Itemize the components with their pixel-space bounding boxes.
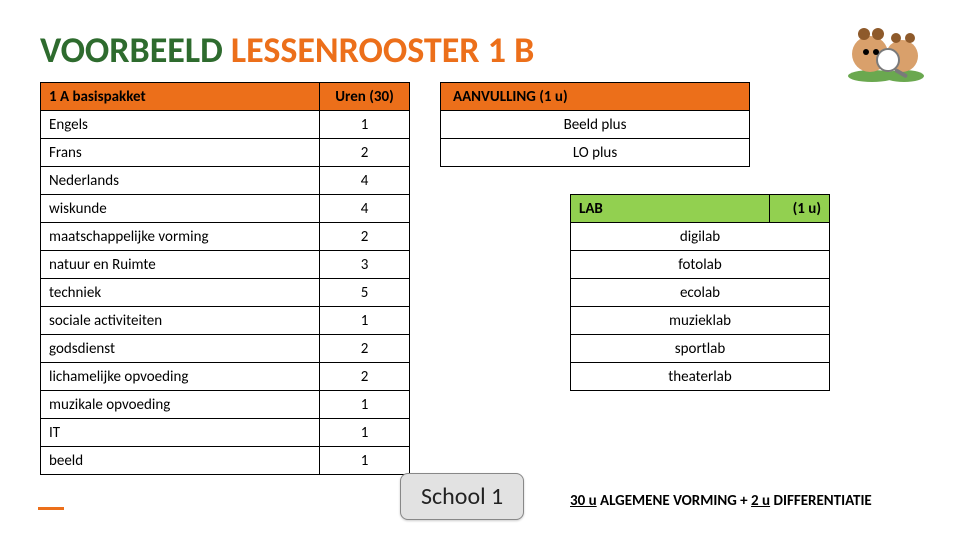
- table-row: theaterlab: [571, 363, 830, 391]
- table-row: Engels1: [41, 111, 410, 139]
- table-row: beeld1: [41, 447, 410, 475]
- cell-hours: 2: [320, 363, 410, 391]
- cell-subject: techniek: [41, 279, 320, 307]
- col-hours-header: Uren (30): [320, 83, 410, 111]
- cell-subject: Frans: [41, 139, 320, 167]
- cell-hours: 2: [320, 335, 410, 363]
- table-row: fotolab: [571, 251, 830, 279]
- page-title: VOORBEELD LESSENROOSTER 1 B: [40, 28, 534, 72]
- cell-lab: fotolab: [571, 251, 830, 279]
- cell-subject: wiskunde: [41, 195, 320, 223]
- cell-lab: sportlab: [571, 335, 830, 363]
- cell-hours: 5: [320, 279, 410, 307]
- title-word-1: VOORBEELD: [40, 28, 231, 72]
- table-row: wiskunde4: [41, 195, 410, 223]
- table-row: godsdienst2: [41, 335, 410, 363]
- aanvulling-table: AANVULLING (1 u) Beeld plus LO plus: [440, 82, 750, 167]
- cell-subject: lichamelijke opvoeding: [41, 363, 320, 391]
- cell-subject: muzikale opvoeding: [41, 391, 320, 419]
- cell-subject: beeld: [41, 447, 320, 475]
- cell-hours: 3: [320, 251, 410, 279]
- footer-hours-1: 30 u: [570, 492, 597, 510]
- table-row: Frans2: [41, 139, 410, 167]
- table-row: sportlab: [571, 335, 830, 363]
- cell-hours: 1: [320, 307, 410, 335]
- table-header-row: 1 A basispakket Uren (30): [41, 83, 410, 111]
- cell-lab: muzieklab: [571, 307, 830, 335]
- table-row: ecolab: [571, 279, 830, 307]
- aanvulling-header: AANVULLING (1 u): [441, 83, 750, 111]
- table-row: Nederlands4: [41, 167, 410, 195]
- footer-text-2: DIFFERENTIATIE: [770, 492, 872, 510]
- table-row: techniek5: [41, 279, 410, 307]
- cell-subject: godsdienst: [41, 335, 320, 363]
- footer-hours-2: 2 u: [751, 492, 770, 510]
- table-row: lichamelijke opvoeding2: [41, 363, 410, 391]
- table-row: sociale activiteiten1: [41, 307, 410, 335]
- title-word-2: LESSENROOSTER 1 B: [231, 28, 534, 72]
- cell-subject: Engels: [41, 111, 320, 139]
- cell-subject: Nederlands: [41, 167, 320, 195]
- cell-hours: 1: [320, 111, 410, 139]
- cell-subject: maatschappelijke vorming: [41, 223, 320, 251]
- cell-subject: natuur en Ruimte: [41, 251, 320, 279]
- cell-subject: sociale activiteiten: [41, 307, 320, 335]
- cell-hours: 2: [320, 223, 410, 251]
- cell-lab: theaterlab: [571, 363, 830, 391]
- table-row: muzikale opvoeding1: [41, 391, 410, 419]
- school-badge: School 1: [400, 473, 524, 520]
- accent-dash: [38, 507, 64, 510]
- lab-table: LAB (1 u) digilab fotolab ecolab muziekl…: [570, 194, 830, 391]
- footer-summary: 30 u ALGEMENE VORMING + 2 u DIFFERENTIAT…: [570, 492, 872, 510]
- cell-subject: IT: [41, 419, 320, 447]
- cell-hours: 1: [320, 419, 410, 447]
- cell-option: Beeld plus: [441, 111, 750, 139]
- lab-header-left: LAB: [571, 195, 770, 223]
- cell-hours: 4: [320, 167, 410, 195]
- cell-lab: ecolab: [571, 279, 830, 307]
- cell-hours: 1: [320, 447, 410, 475]
- cell-hours: 4: [320, 195, 410, 223]
- table-row: muzieklab: [571, 307, 830, 335]
- cell-hours: 2: [320, 139, 410, 167]
- curriculum-table: 1 A basispakket Uren (30) Engels1 Frans2…: [40, 82, 410, 475]
- cell-lab: digilab: [571, 223, 830, 251]
- lab-header-right: (1 u): [770, 195, 830, 223]
- cell-option: LO plus: [441, 139, 750, 167]
- footer-text-1: ALGEMENE VORMING +: [597, 492, 751, 510]
- mascot-icon: [844, 24, 930, 84]
- table-row: Beeld plus: [441, 111, 750, 139]
- table-row: IT1: [41, 419, 410, 447]
- table-row: natuur en Ruimte3: [41, 251, 410, 279]
- table-row: LO plus: [441, 139, 750, 167]
- table-row: maatschappelijke vorming2: [41, 223, 410, 251]
- cell-hours: 1: [320, 391, 410, 419]
- table-row: digilab: [571, 223, 830, 251]
- col-subject-header: 1 A basispakket: [41, 83, 320, 111]
